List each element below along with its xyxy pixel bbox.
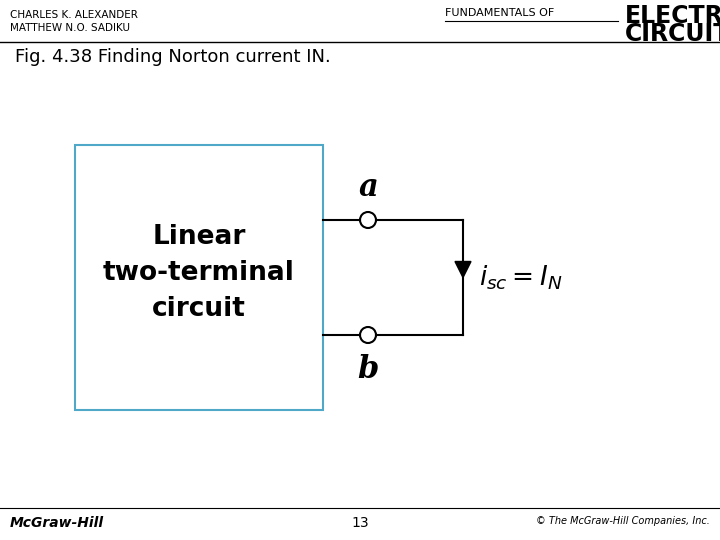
Text: Linear
two-terminal
circuit: Linear two-terminal circuit [103,224,295,321]
Text: $i_{sc} = I_N$: $i_{sc} = I_N$ [479,263,562,292]
Text: © The McGraw-Hill Companies, Inc.: © The McGraw-Hill Companies, Inc. [536,516,710,526]
Text: ELECTRIC: ELECTRIC [625,4,720,28]
Text: FUNDAMENTALS OF: FUNDAMENTALS OF [445,8,554,18]
Bar [75,145,323,410]
Polygon shape [455,261,471,278]
Text: Fig. 4.38 Finding Norton current IN.: Fig. 4.38 Finding Norton current IN. [15,48,330,66]
Text: CIRCUITS: CIRCUITS [625,22,720,46]
Text: a: a [358,172,378,204]
Text: MATTHEW N.O. SADIKU: MATTHEW N.O. SADIKU [10,23,130,33]
Text: b: b [357,354,379,384]
Text: 13: 13 [351,516,369,530]
Text: McGraw-Hill: McGraw-Hill [10,516,104,530]
Text: CHARLES K. ALEXANDER: CHARLES K. ALEXANDER [10,10,138,20]
